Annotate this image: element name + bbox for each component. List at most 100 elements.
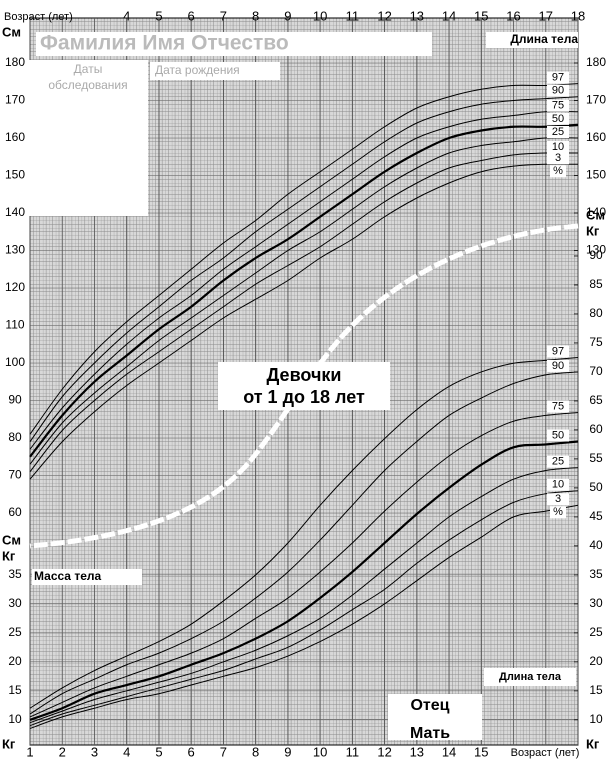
x-tick-label: 5 [155,744,162,759]
percentile-label: 10 [552,479,564,491]
percentile-curve [29,490,579,727]
weight-unit: Кг [2,548,16,563]
x-tick-label: 15 [474,8,488,23]
chart-title: от 1 до 18 лет [243,387,365,407]
father: Отец [410,697,449,714]
height-unit: См [586,207,605,222]
x-tick-label: 13 [410,8,424,23]
height-unit: См [2,24,21,39]
label-box [550,506,566,519]
y2-tick-label: 70 [589,364,603,378]
y-tick-label: 170 [5,93,25,107]
x-tick-label: 4 [123,8,130,23]
label-box [547,141,569,153]
label-box [547,400,569,413]
label-box [547,429,569,442]
percent-label: % [553,506,563,518]
percentile-label: 3 [555,152,561,164]
y-tick-label: 15 [8,683,22,697]
birth-box [150,62,280,80]
x-tick-label: 2 [59,744,66,759]
label-box [547,359,569,372]
y-tick-label: 110 [5,318,24,332]
percentile-curve [29,504,579,729]
x-axis-label: Возраст (лет) [4,11,73,23]
label-box [547,493,569,506]
weight-unit: Кг [586,736,600,751]
parents-box [388,694,482,740]
percentile-label: 90 [552,85,564,97]
label-box [547,478,569,491]
y-tick-label: 120 [5,280,25,294]
x-tick-label: 18 [571,8,585,23]
y2-tick-label: 130 [586,243,606,257]
percentile-curve [29,467,579,724]
y2-tick-label: 10 [589,712,603,726]
percentile-curve [29,152,579,473]
y2-tick-label: 30 [589,596,603,610]
percentile-label: 25 [552,126,564,138]
title-box [218,362,390,410]
y2-tick-label: 180 [586,55,606,69]
x-tick-label: 14 [442,744,456,759]
label-box [486,32,578,48]
y2-tick-label: 60 [589,422,603,436]
percentile-curve [29,371,579,715]
exam-dates: обследования [48,78,127,92]
x-tick-label: 3 [91,744,98,759]
y-tick-label: 180 [5,55,25,69]
x-tick-label: 10 [313,8,327,23]
y-tick-label: 90 [8,393,22,407]
percentile-curve [29,96,579,443]
percentile-curve [29,412,579,718]
percentile-label: 25 [552,456,564,468]
x-tick-label: 4 [123,744,130,759]
percentile-label: 50 [552,429,564,441]
y-tick-label: 70 [8,468,22,482]
percentile-curve [29,123,579,458]
y2-tick-label: 140 [586,205,606,219]
y2-tick-label: 160 [586,130,606,144]
label-box [547,71,569,84]
x-tick-label: 17 [539,8,553,23]
x-tick-label: 14 [442,8,456,23]
y2-tick-label: 25 [589,625,603,639]
y-tick-label: 130 [5,243,25,257]
exam-dates: Даты [74,62,103,76]
y2-tick-label: 50 [589,480,603,494]
x-tick-label: 16 [506,8,520,23]
y2-tick-label: 45 [589,509,603,523]
y-tick-label: 150 [5,168,25,182]
y2-tick-label: 90 [589,248,603,262]
y-tick-label: 10 [8,712,22,726]
height-unit: См [2,532,21,547]
y-tick-label: 60 [8,505,22,519]
x-tick-label: 7 [220,8,227,23]
y2-tick-label: 170 [586,93,606,107]
y2-tick-label: 65 [589,393,603,407]
weight-title: Масса тела [34,569,101,583]
height-title: Длина тела [510,32,578,46]
curves [29,83,579,729]
percent-label: % [553,165,563,177]
x-tick-label: 1 [26,744,33,759]
y2-tick-label: 55 [589,451,603,465]
y2-tick-label: 40 [589,538,603,552]
percentile-curve [29,356,579,709]
mother: Мать [410,725,450,742]
x-tick-label: 9 [284,8,291,23]
y-tick-label: 80 [8,430,22,444]
percentile-label: 97 [552,345,564,357]
chart-title: Девочки [267,365,342,385]
y-tick-label: 20 [8,654,22,668]
label-box [547,84,569,97]
label-box [32,569,142,585]
percentile-label: 90 [552,360,564,372]
body-length-field: Длина тела [499,671,562,683]
y2-tick-label: 75 [589,335,603,349]
x-tick-label: 15 [474,744,488,759]
percentile-label: 75 [552,400,564,412]
x-tick-label: 11 [346,744,360,759]
